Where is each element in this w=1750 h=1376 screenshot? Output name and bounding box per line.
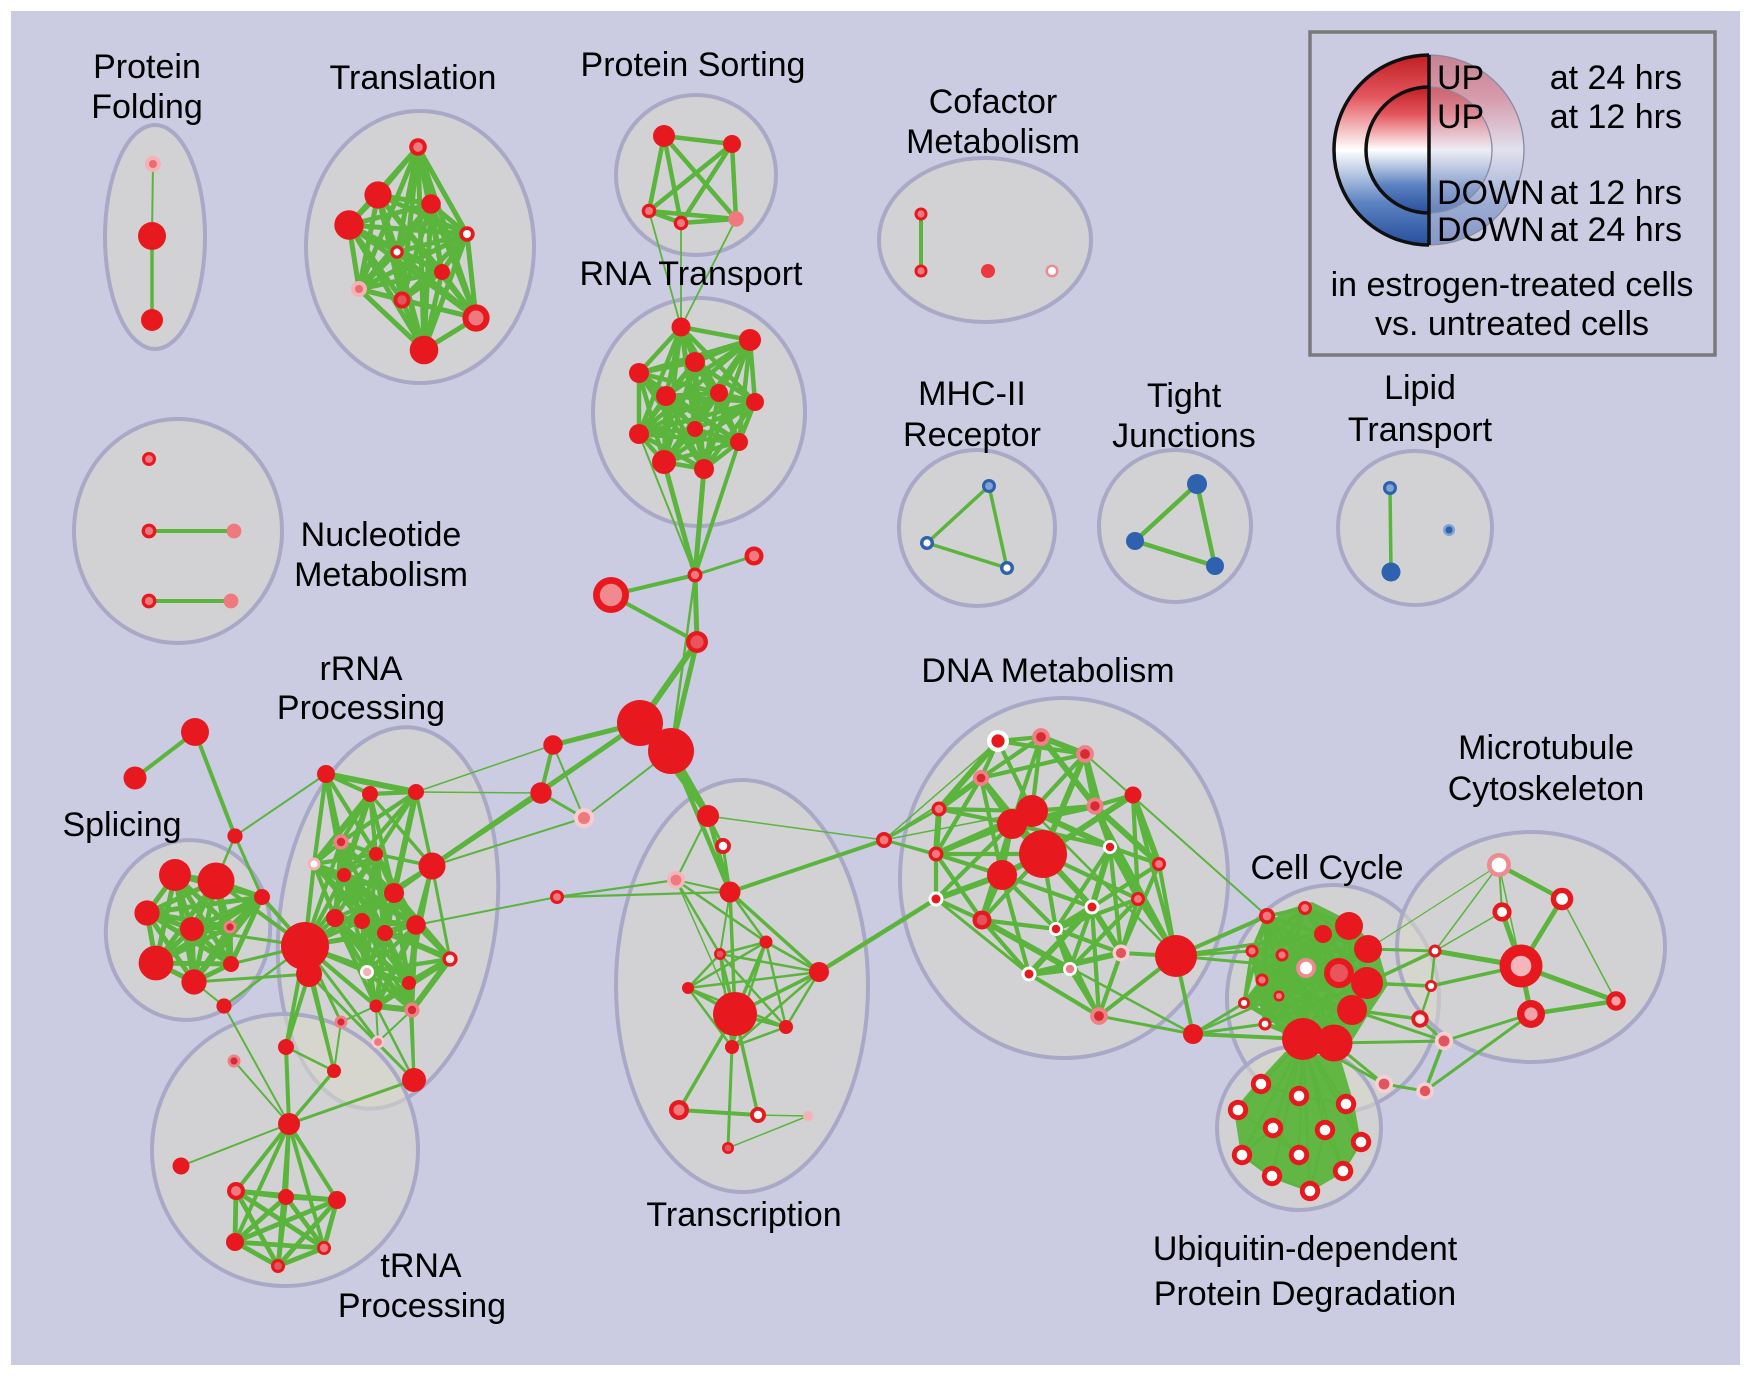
svg-text:Translation: Translation [330,59,497,97]
svg-text:Transport: Transport [1348,411,1493,449]
svg-text:Protein: Protein [93,48,201,86]
svg-text:Transcription: Transcription [646,1196,841,1234]
svg-text:rRNA: rRNA [319,650,402,688]
svg-text:at 24 hrs: at 24 hrs [1550,211,1682,249]
svg-text:Processing: Processing [338,1287,506,1325]
svg-text:UP: UP [1437,98,1484,136]
svg-text:Processing: Processing [277,689,445,727]
svg-text:Lipid: Lipid [1384,369,1456,407]
svg-text:Splicing: Splicing [62,806,181,844]
svg-text:DOWN: DOWN [1437,174,1545,212]
svg-text:Microtubule: Microtubule [1458,729,1634,767]
svg-text:Protein Sorting: Protein Sorting [581,46,806,84]
svg-text:Junctions: Junctions [1112,417,1256,455]
svg-text:Receptor: Receptor [903,416,1041,454]
svg-text:Cell Cycle: Cell Cycle [1250,849,1403,887]
svg-text:Metabolism: Metabolism [906,123,1080,161]
svg-text:at 12 hrs: at 12 hrs [1550,98,1682,136]
svg-text:at 12 hrs: at 12 hrs [1550,174,1682,212]
svg-text:Metabolism: Metabolism [294,556,468,594]
svg-text:at 24 hrs: at 24 hrs [1550,59,1682,97]
svg-text:RNA Transport: RNA Transport [580,255,804,293]
svg-text:Cytoskeleton: Cytoskeleton [1448,770,1645,808]
svg-text:UP: UP [1437,59,1484,97]
svg-text:Ubiquitin-dependent: Ubiquitin-dependent [1153,1230,1458,1268]
svg-text:DOWN: DOWN [1437,211,1545,249]
svg-text:in estrogen-treated cells: in estrogen-treated cells [1331,266,1694,304]
svg-text:Protein Degradation: Protein Degradation [1154,1275,1456,1313]
svg-text:MHC-II: MHC-II [918,375,1026,413]
svg-text:DNA Metabolism: DNA Metabolism [921,652,1174,690]
svg-text:Cofactor: Cofactor [929,83,1058,121]
svg-text:tRNA: tRNA [380,1247,462,1285]
svg-text:Tight: Tight [1147,377,1222,415]
svg-text:Nucleotide: Nucleotide [301,516,462,554]
svg-text:vs. untreated cells: vs. untreated cells [1375,305,1649,343]
svg-text:Folding: Folding [91,88,203,126]
